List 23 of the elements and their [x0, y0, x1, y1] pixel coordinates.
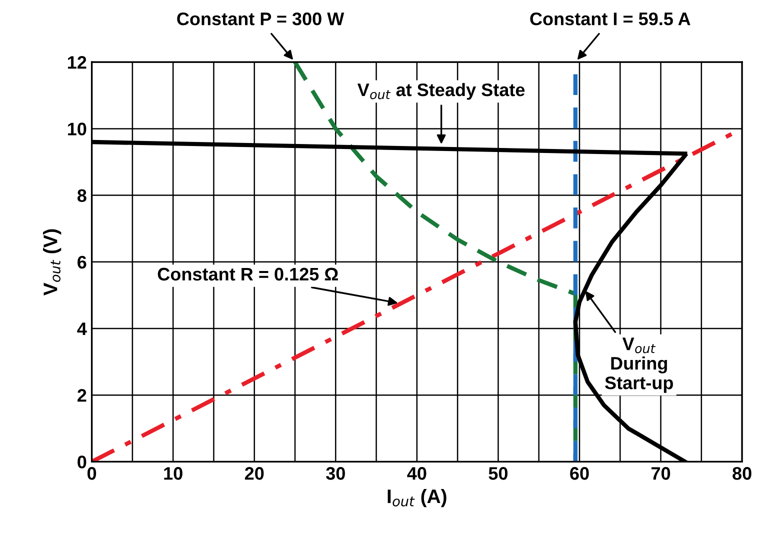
x-tick-label: 60 [570, 467, 589, 480]
x-tick-label: 20 [244, 467, 264, 480]
y-tick-label: 8 [77, 189, 86, 202]
y-tick-label: 6 [78, 256, 86, 269]
y-tick-label: 0 [78, 456, 86, 468]
x-tick-label: 10 [164, 467, 182, 480]
x-axis-title: I$_{out}$ (A) [388, 488, 446, 508]
annotation: Constant I = 59.5 A [530, 12, 690, 26]
y-tick-label: 10 [68, 122, 86, 136]
y-tick-label: 12 [68, 56, 86, 69]
y-tick-label: 2 [78, 389, 86, 402]
x-tick-label: 70 [652, 467, 670, 480]
annotation: Constant P = 300 W [177, 12, 344, 26]
x-tick-label: 40 [407, 467, 426, 480]
y-tick-label: 4 [77, 322, 87, 336]
annotation: V$_{out}$ at Steady State [357, 82, 525, 100]
x-tick-label: 50 [488, 467, 508, 480]
annotation: Constant R = 0.125 Ω [158, 268, 338, 281]
y-axis-title: V$_{out}$ (V) [43, 229, 62, 296]
x-tick-label: 30 [326, 467, 345, 480]
x-tick-label: 0 [87, 467, 96, 480]
annotation: V$_{out}$ During Start-up [605, 338, 673, 393]
x-tick-label: 80 [732, 467, 752, 480]
